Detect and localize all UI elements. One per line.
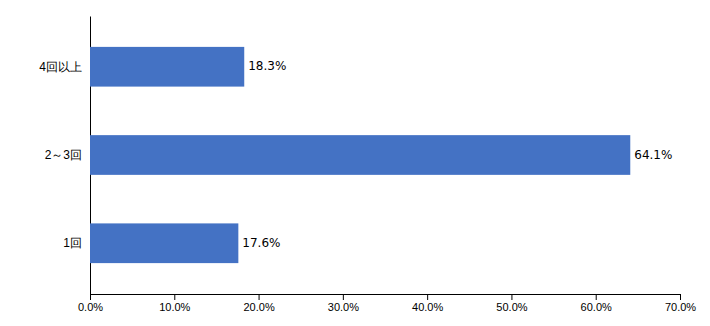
tick: 50.0% (496, 294, 527, 313)
tick: 0.0% (78, 294, 103, 313)
category-axis: 1回 2～3回 4回以上 (39, 17, 90, 295)
tick-label: 70.0% (665, 301, 696, 313)
bar (90, 223, 238, 263)
plot: 0.0% 10.0% 20.0% 30.0% 40.0% 50.0% 60.0% 70.0% 1… (39, 17, 696, 313)
value-axis: 0.0% 10.0% 20.0% 30.0% 40.0% 50.0% 60.0% 70.0% (78, 294, 696, 313)
data-labels: 17.6% 64.1% 18.3% (242, 59, 672, 250)
tick-mark (343, 294, 344, 300)
tick: 60.0% (581, 294, 612, 313)
tick: 10.0% (159, 294, 190, 313)
tick-label: 30.0% (328, 301, 359, 313)
bar (90, 47, 244, 87)
chart: 0.0% 10.0% 20.0% 30.0% 40.0% 50.0% 60.0% 70.0% 1… (0, 0, 710, 326)
data-label: 18.3% (248, 59, 286, 73)
tick: 40.0% (412, 294, 443, 313)
axis-line (91, 295, 681, 301)
tick-mark (174, 294, 175, 300)
tick-label: 10.0% (159, 301, 190, 313)
tick: 1回 (63, 236, 82, 250)
tick-mark (90, 294, 91, 300)
tick-mark (427, 294, 428, 300)
bars (90, 47, 630, 263)
tick-mark (596, 294, 597, 300)
tick-label: 4回以上 (39, 60, 82, 74)
tick: 2～3回 (45, 148, 82, 162)
tick-label: 50.0% (496, 301, 527, 313)
bar (90, 135, 630, 175)
tick-label: 40.0% (412, 301, 443, 313)
tick-label: 0.0% (78, 301, 103, 313)
tick-label: 1回 (63, 236, 82, 250)
tick: 20.0% (243, 294, 274, 313)
data-label: 17.6% (242, 236, 280, 250)
tick: 30.0% (328, 294, 359, 313)
data-label: 64.1% (634, 148, 672, 162)
tick-mark (511, 294, 512, 300)
tick-label: 60.0% (581, 301, 612, 313)
tick: 70.0% (665, 294, 696, 313)
tick: 4回以上 (39, 60, 82, 74)
tick-label: 2～3回 (45, 148, 82, 162)
tick-mark (259, 294, 260, 300)
tick-label: 20.0% (243, 301, 274, 313)
tick-mark (680, 294, 681, 300)
